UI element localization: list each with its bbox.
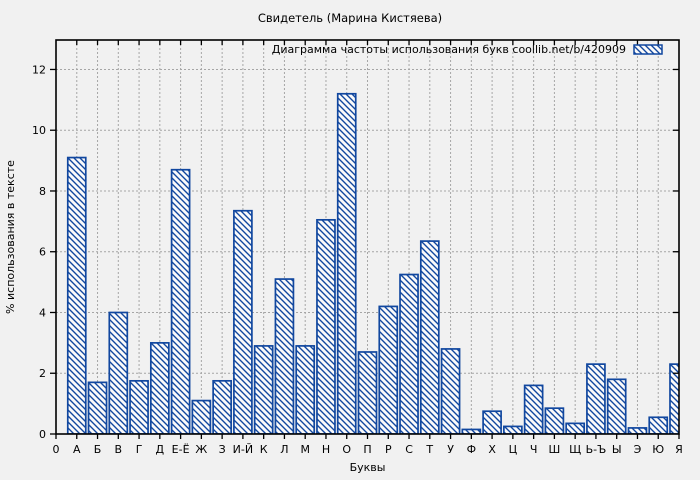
x-tick-label: Ш [549, 443, 561, 456]
bars [66, 92, 679, 434]
bar-Я [669, 363, 679, 434]
x-tick-label: Н [322, 443, 330, 456]
legend-swatch [633, 44, 663, 55]
x-tick-label: А [73, 443, 81, 456]
x-tick-label: С [405, 443, 413, 456]
y-tick-label: 10 [32, 124, 46, 137]
x-tick-label: Е-Ё [172, 443, 190, 456]
x-tick-label: Т [425, 443, 433, 456]
x-tick-label: Ф [467, 443, 476, 456]
bar-Ш [544, 407, 565, 434]
x-tick-label: Щ [569, 443, 581, 456]
bar-Т [419, 240, 440, 434]
bar-Б [87, 381, 108, 434]
bar-Е-Ё [170, 168, 191, 434]
x-tick-label: Р [385, 443, 392, 456]
bar-Ю [648, 416, 669, 434]
bar-Л [274, 278, 295, 434]
bar-И-Й [233, 209, 253, 434]
x-axis-title: Буквы [350, 461, 386, 474]
bar-Г [129, 379, 149, 434]
bar-Ч [523, 384, 544, 434]
x-tick-label: В [115, 443, 123, 456]
y-tick-label: 4 [39, 306, 46, 319]
bar-К [253, 345, 274, 434]
bar-Д [149, 342, 170, 434]
x-tick-label: Б [94, 443, 102, 456]
bar-Щ [565, 422, 586, 434]
bar-Ц [503, 425, 523, 434]
bar-З [212, 379, 232, 434]
x-tick-label: Л [280, 443, 288, 456]
plot-border [55, 39, 680, 435]
x-tick-label: Ю [652, 443, 664, 456]
bar-Ь-Ъ [586, 363, 606, 434]
y-tick-label: 0 [39, 428, 46, 441]
x-tick-label: О [342, 443, 351, 456]
bar-У [440, 348, 461, 434]
bar-В [108, 311, 129, 434]
x-tick-label: З [219, 443, 226, 456]
bar-Ы [606, 378, 627, 434]
x-tick-label: Ы [612, 443, 622, 456]
y-tick-label: 6 [39, 246, 46, 259]
bar-С [399, 273, 419, 434]
legend-label: Диаграмма частоты использования букв coo… [272, 43, 626, 56]
x-tick-label: У [447, 443, 454, 456]
bar-П [357, 351, 378, 434]
x-tick-label: Г [136, 443, 143, 456]
bar-Ж [191, 399, 212, 434]
y-axis-title: % использования в тексте [4, 160, 17, 314]
bar-А [66, 156, 87, 434]
x-tick-label: 0 [53, 443, 60, 456]
x-tick-label: И-Й [233, 443, 253, 456]
x-tick-label: Ж [195, 443, 207, 456]
chart-title: Свидетель (Марина Кистяева) [258, 11, 442, 25]
bar-Х [482, 410, 502, 434]
y-tick-label: 8 [39, 185, 46, 198]
bar-Р [378, 305, 399, 434]
bar-О [336, 92, 357, 434]
x-tick-label: Х [488, 443, 496, 456]
bar-Н [316, 218, 336, 434]
bar-Э [627, 427, 648, 434]
x-tick-label: П [363, 443, 371, 456]
y-tick-label: 12 [32, 63, 46, 76]
x-tick-label: Ь-Ъ [586, 443, 607, 456]
x-tick-label: Я [675, 443, 683, 456]
bar-М [295, 345, 316, 434]
x-tick-label: Ч [530, 443, 538, 456]
x-tick-label: М [300, 443, 310, 456]
x-tick-label: Ц [509, 443, 518, 456]
x-tick-label: Д [156, 443, 165, 456]
x-tick-label: К [260, 443, 268, 456]
axis-ticks [50, 40, 680, 439]
x-tick-label: Э [634, 443, 642, 456]
y-tick-label: 2 [39, 367, 46, 380]
